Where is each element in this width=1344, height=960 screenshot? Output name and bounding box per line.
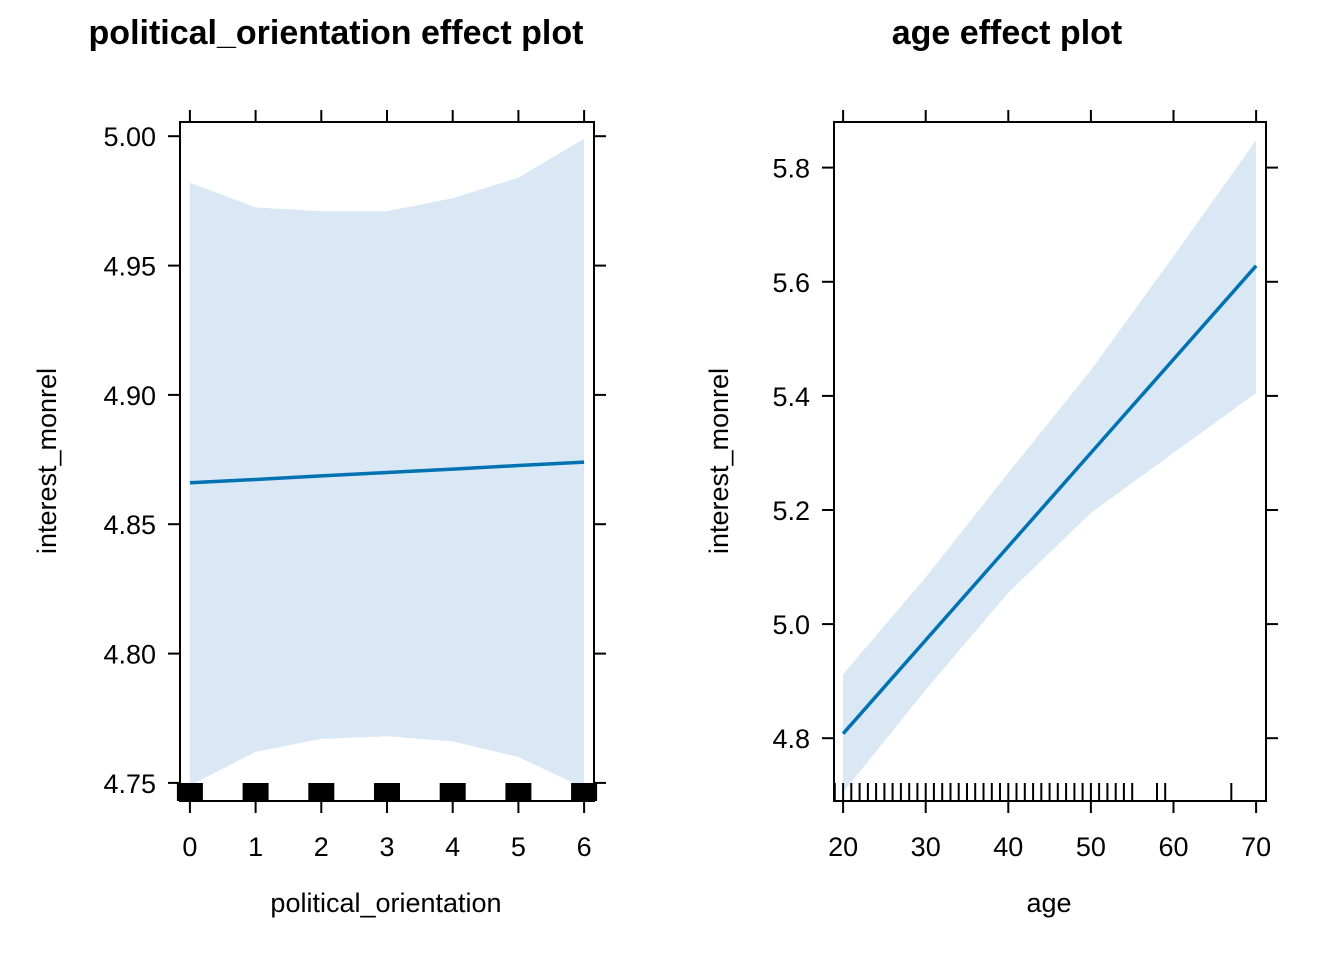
political-orientation-panel: political_orientation effect plot politi…	[32, 14, 606, 918]
x-tick-label: 0	[182, 832, 197, 862]
rug-mark	[505, 783, 532, 801]
x-tick-label: 4	[445, 832, 460, 862]
y-tick-label: 4.80	[103, 640, 156, 670]
fitted-line	[841, 264, 1258, 735]
rug-mark	[176, 783, 203, 801]
x-tick-label: 6	[577, 832, 592, 862]
y-tick-label: 4.85	[103, 510, 156, 540]
y-tick-label: 4.75	[103, 769, 156, 799]
panel-title: political_orientation effect plot	[89, 14, 584, 52]
y-tick-label: 5.4	[772, 382, 810, 412]
rug-mark	[242, 783, 269, 801]
x-tick-label: 20	[828, 832, 858, 862]
y-tick-label: 5.2	[772, 496, 810, 526]
x-tick-label: 3	[379, 832, 394, 862]
y-tick-label: 5.0	[772, 610, 810, 640]
x-tick-label: 1	[248, 832, 263, 862]
x-tick-label: 50	[1076, 832, 1106, 862]
x-tick-label: 70	[1241, 832, 1271, 862]
panel-title: age effect plot	[892, 14, 1122, 52]
y-tick-label: 5.00	[103, 122, 156, 152]
rug-mark	[439, 783, 466, 801]
y-tick-label: 5.6	[772, 268, 810, 298]
y-tick-label: 4.8	[772, 724, 810, 754]
y-axis-label: interest_monrel	[704, 368, 734, 554]
confidence-band	[843, 140, 1257, 793]
x-tick-label: 40	[993, 832, 1023, 862]
x-axis-label: age	[1026, 888, 1071, 918]
y-tick-label: 4.90	[103, 381, 156, 411]
rug-mark	[308, 783, 335, 801]
plot-frame	[833, 121, 1267, 802]
y-axis-label: interest_monrel	[32, 368, 62, 554]
rug-mark	[571, 783, 598, 801]
y-tick-label: 5.8	[772, 154, 810, 184]
x-tick-label: 60	[1158, 832, 1188, 862]
rug-mark	[374, 783, 400, 801]
confidence-band	[189, 138, 585, 789]
x-tick-label: 2	[314, 832, 329, 862]
x-tick-label: 30	[911, 832, 941, 862]
x-axis-label: political_orientation	[270, 888, 501, 918]
y-tick-label: 4.95	[103, 252, 156, 282]
x-tick-label: 5	[511, 832, 526, 862]
age-panel: age effect plot age interest_monrel 20 30…	[704, 14, 1278, 918]
fitted-line	[189, 460, 585, 485]
